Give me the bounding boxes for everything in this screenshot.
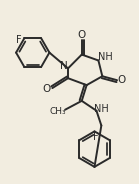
Text: N: N [60, 61, 68, 71]
Text: O: O [42, 84, 51, 94]
Text: O: O [118, 75, 126, 85]
Text: NH: NH [94, 104, 109, 114]
Text: NH: NH [98, 52, 113, 61]
Text: O: O [78, 30, 86, 40]
Text: CH₃: CH₃ [50, 107, 67, 116]
Text: F: F [93, 132, 98, 142]
Text: F: F [16, 35, 21, 45]
